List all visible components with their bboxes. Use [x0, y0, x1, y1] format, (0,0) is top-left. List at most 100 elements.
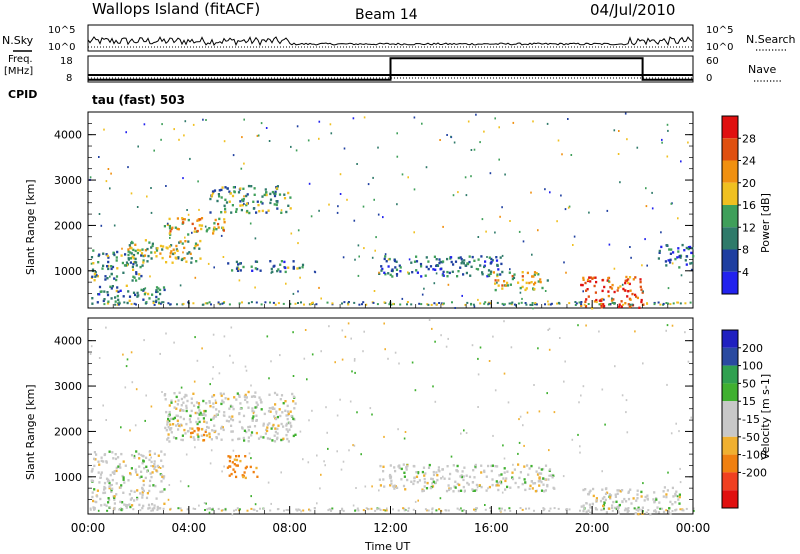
data-cell — [235, 458, 239, 462]
data-cell — [235, 208, 238, 211]
data-cell — [423, 485, 426, 488]
data-cell — [218, 195, 221, 198]
data-cell — [295, 149, 298, 152]
data-cell — [413, 479, 416, 483]
data-cell — [242, 475, 245, 479]
data-cell — [175, 407, 178, 410]
data-cell — [506, 281, 509, 285]
data-cell — [132, 275, 135, 278]
data-cell — [421, 488, 424, 491]
data-cell — [488, 302, 491, 305]
data-cell — [473, 305, 476, 308]
data-cell — [309, 509, 312, 512]
data-cell — [236, 507, 239, 510]
data-cell — [511, 471, 514, 474]
data-cell — [169, 236, 171, 239]
data-cell — [173, 406, 176, 409]
data-cell — [270, 267, 273, 271]
data-cell — [178, 241, 181, 244]
data-cell — [238, 279, 241, 282]
data-cell — [98, 285, 102, 289]
data-cell — [168, 410, 171, 414]
data-cell — [260, 122, 263, 125]
data-cell — [220, 211, 223, 214]
data-cell — [256, 267, 259, 271]
data-cell — [283, 197, 287, 200]
data-cell — [116, 294, 119, 298]
data-cell — [90, 262, 93, 265]
data-cell — [674, 257, 677, 261]
data-cell — [250, 185, 253, 188]
data-cell — [153, 251, 157, 254]
data-cell — [655, 510, 658, 513]
data-cell — [259, 269, 262, 272]
data-cell — [306, 378, 308, 381]
data-cell — [436, 264, 440, 267]
data-cell — [585, 289, 588, 292]
data-cell — [533, 384, 535, 386]
data-cell — [471, 344, 474, 347]
data-cell — [105, 253, 108, 256]
data-cell — [268, 437, 272, 441]
data-cell — [513, 468, 516, 471]
data-cell — [404, 431, 407, 433]
data-cell — [186, 430, 190, 433]
data-cell — [468, 475, 472, 479]
data-cell — [272, 301, 275, 304]
data-cell — [218, 372, 221, 375]
data-cell — [661, 507, 664, 510]
data-cell — [373, 198, 375, 201]
data-cell — [177, 428, 180, 431]
data-cell — [266, 423, 269, 426]
data-cell — [320, 350, 322, 353]
data-cell — [528, 487, 531, 490]
data-cell — [106, 291, 109, 294]
data-cell — [211, 508, 214, 511]
data-cell — [394, 485, 397, 488]
data-cell — [202, 439, 206, 442]
data-cell — [273, 434, 276, 437]
data-cell — [154, 465, 157, 469]
nsky-tick-top: 10^5 — [48, 25, 75, 36]
data-cell — [253, 508, 256, 511]
data-cell — [383, 435, 385, 438]
data-cell — [133, 456, 136, 459]
data-cell — [447, 509, 450, 512]
data-cell — [268, 140, 271, 142]
data-cell — [425, 265, 428, 269]
data-cell — [481, 218, 484, 221]
data-cell — [612, 500, 615, 504]
data-cell — [448, 487, 451, 490]
data-cell — [645, 205, 648, 208]
data-cell — [391, 268, 394, 271]
data-cell — [445, 345, 448, 348]
data-cell — [463, 490, 466, 493]
data-cell — [108, 498, 111, 501]
data-cell — [254, 406, 257, 409]
data-cell — [393, 487, 396, 490]
data-cell — [137, 145, 139, 148]
data-cell — [378, 271, 380, 274]
data-cell — [187, 233, 190, 236]
data-cell — [487, 273, 490, 277]
data-cell — [447, 484, 450, 487]
data-cell — [678, 502, 681, 505]
data-cell — [242, 197, 245, 201]
data-cell — [215, 415, 218, 418]
data-cell — [635, 508, 638, 511]
data-cell — [114, 296, 117, 299]
data-cell — [585, 324, 587, 327]
data-cell — [494, 465, 497, 468]
data-cell — [309, 303, 312, 306]
data-cell — [499, 480, 503, 484]
data-cell — [548, 468, 552, 471]
data-cell — [127, 166, 129, 169]
data-cell — [627, 281, 630, 284]
data-cell — [168, 224, 171, 228]
data-cell — [676, 301, 679, 304]
data-cell — [153, 452, 156, 455]
data-cell — [398, 464, 401, 467]
data-cell — [395, 273, 399, 276]
data-cell — [285, 282, 287, 285]
data-cell — [563, 380, 565, 383]
